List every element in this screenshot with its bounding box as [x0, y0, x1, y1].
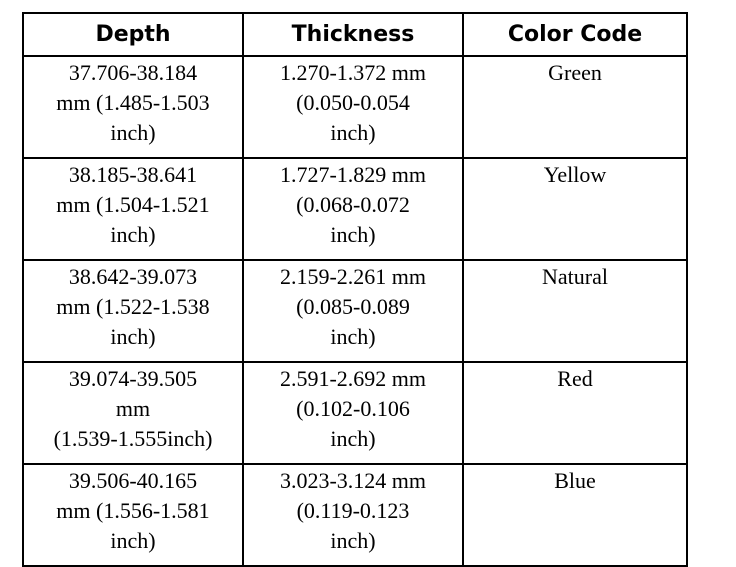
cell-line: (0.068-0.072	[296, 192, 410, 217]
table-cell: 2.591-2.692 mm (0.102-0.106 inch)	[242, 361, 464, 465]
cell-line: (0.050-0.054	[296, 90, 410, 115]
cell-line: (1.539-1.555inch)	[53, 426, 213, 451]
cell-line: 3.023-3.124 mm	[279, 468, 427, 493]
table-cell: Blue	[462, 463, 688, 567]
cell-line: 38.185-38.641	[68, 162, 198, 187]
cell-line: mm (1.556-1.581	[56, 498, 210, 523]
table-cell: 1.727-1.829 mm (0.068-0.072 inch)	[242, 157, 464, 261]
table-cell: 38.642-39.073 mm (1.522-1.538 inch)	[22, 259, 244, 363]
table-cell: 2.159-2.261 mm (0.085-0.089 inch)	[242, 259, 464, 363]
table-cell: Green	[462, 55, 688, 159]
cell-line: 37.706-38.184	[68, 60, 198, 85]
cell-line: 39.074-39.505	[68, 366, 198, 391]
table: Depth Thickness Color Code 37.706-38.184 mm…	[22, 12, 688, 567]
cell-line: 2.159-2.261 mm	[279, 264, 427, 289]
cell-line: inch)	[330, 426, 376, 451]
table-cell: 3.023-3.124 mm (0.119-0.123 inch)	[242, 463, 464, 567]
table-cell: Red	[462, 361, 688, 465]
cell-line: inch)	[330, 120, 376, 145]
table-cell: 1.270-1.372 mm (0.050-0.054 inch)	[242, 55, 464, 159]
cell-line: (0.085-0.089	[296, 294, 410, 319]
cell-line: inch)	[110, 528, 156, 553]
cell-line: Natural	[542, 264, 608, 289]
cell-line: inch)	[330, 222, 376, 247]
table-row: 38.185-38.641 mm (1.504-1.521 inch) 1.727-1…	[22, 157, 688, 261]
table-cell: Yellow	[462, 157, 688, 261]
cell-line: inch)	[110, 324, 156, 349]
table-row: 38.642-39.073 mm (1.522-1.538 inch) 2.159-2…	[22, 259, 688, 363]
table-cell: 38.185-38.641 mm (1.504-1.521 inch)	[22, 157, 244, 261]
cell-line: inch)	[110, 222, 156, 247]
cell-line: (0.119-0.123	[296, 498, 410, 523]
cell-line: (0.102-0.106	[296, 396, 410, 421]
cell-line: inch)	[330, 528, 376, 553]
cell-line: Blue	[554, 468, 596, 493]
table-cell: Natural	[462, 259, 688, 363]
table-body: 37.706-38.184 mm (1.485-1.503 inch) 1.270-1…	[22, 55, 688, 567]
cell-line: mm (1.522-1.538	[56, 294, 210, 319]
cell-line: mm (1.485-1.503	[56, 90, 210, 115]
cell-line: Green	[548, 60, 602, 85]
cell-line: inch)	[110, 120, 156, 145]
cell-line: 39.506-40.165	[68, 468, 198, 493]
cell-line: mm (1.504-1.521	[56, 192, 210, 217]
header-cell: Color Code	[462, 12, 688, 57]
header-cell: Thickness	[242, 12, 464, 57]
table-cell: 37.706-38.184 mm (1.485-1.503 inch)	[22, 55, 244, 159]
table-row: 37.706-38.184 mm (1.485-1.503 inch) 1.270-1…	[22, 55, 688, 159]
table-cell: 39.506-40.165 mm (1.556-1.581 inch)	[22, 463, 244, 567]
header-row: Depth Thickness Color Code	[22, 12, 688, 57]
cell-line: 38.642-39.073	[68, 264, 198, 289]
table-row: 39.506-40.165 mm (1.556-1.581 inch) 3.023-3…	[22, 463, 688, 567]
table-row: 39.074-39.505 mm (1.539-1.555inch) 2.591-2.…	[22, 361, 688, 465]
cell-line: Yellow	[543, 162, 607, 187]
header-cell: Depth	[22, 12, 244, 57]
cell-line: mm	[115, 396, 151, 421]
cell-line: 1.270-1.372 mm	[279, 60, 427, 85]
table-cell: 39.074-39.505 mm (1.539-1.555inch)	[22, 361, 244, 465]
cell-line: 2.591-2.692 mm	[279, 366, 427, 391]
cell-line: 1.727-1.829 mm	[279, 162, 427, 187]
cell-line: inch)	[330, 324, 376, 349]
cell-line: Red	[557, 366, 593, 391]
